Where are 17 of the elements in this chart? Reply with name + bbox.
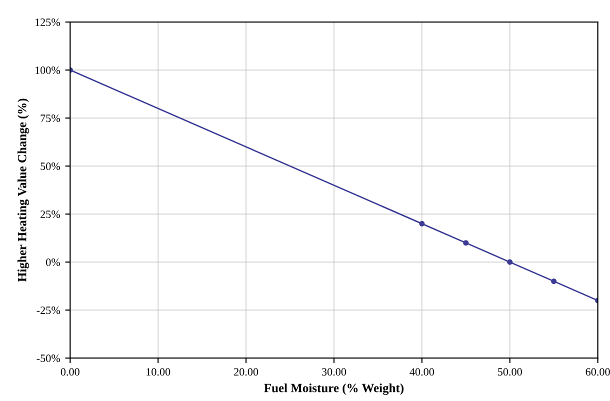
y-tick-label: 125% — [35, 18, 60, 26]
x-tick-label: 60.00 — [586, 368, 610, 376]
x-tick-label: 20.00 — [234, 368, 258, 376]
x-tick-label: 30.00 — [322, 368, 346, 376]
y-tick-label: 25% — [40, 210, 60, 218]
x-tick-label: 0.00 — [60, 368, 80, 376]
x-tick-label: 50.00 — [498, 368, 522, 376]
y-tick-label: 100% — [35, 66, 60, 74]
y-tick-label: 0% — [46, 258, 60, 266]
y-axis-title: Higher Heating Value Change (%) — [18, 98, 29, 282]
x-tick-label: 10.00 — [146, 368, 170, 376]
x-axis-title: Fuel Moisture (% Weight) — [264, 383, 404, 395]
y-tick-label: -25% — [36, 306, 60, 314]
y-tick-label: 75% — [40, 114, 60, 122]
y-tick-label: 50% — [40, 162, 60, 170]
y-tick-label: -50% — [36, 354, 60, 362]
x-tick-label: 40.00 — [410, 368, 434, 376]
